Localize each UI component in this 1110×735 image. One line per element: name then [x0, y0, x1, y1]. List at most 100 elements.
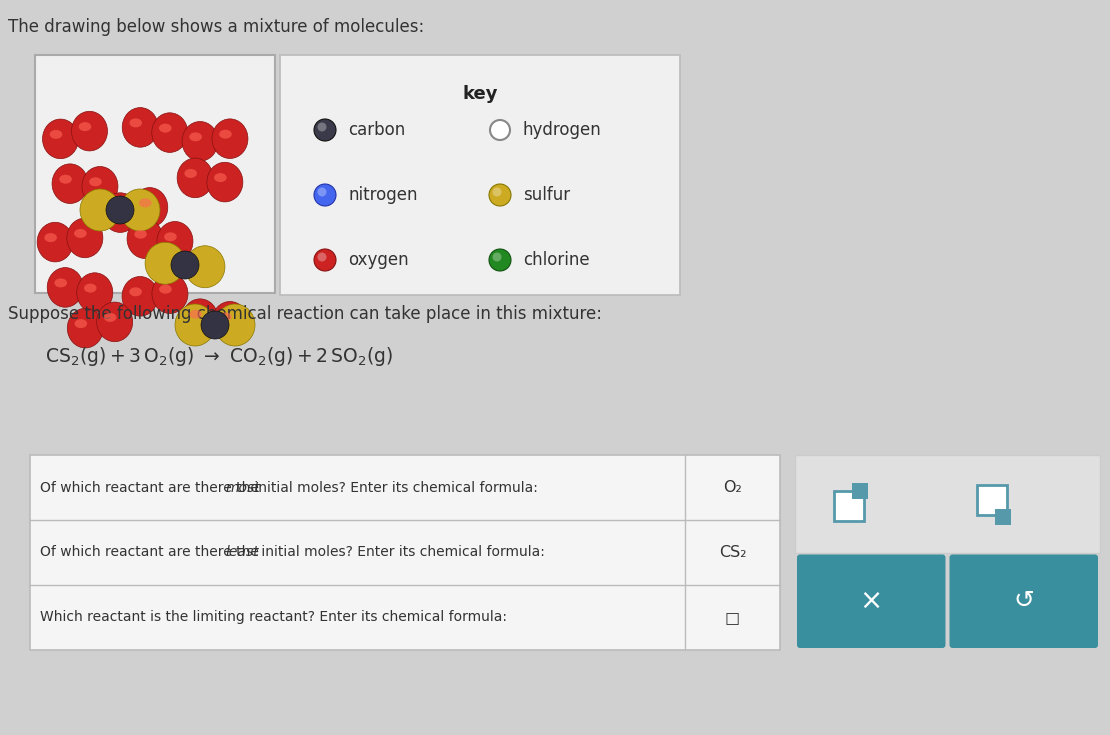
Ellipse shape	[157, 221, 193, 261]
Ellipse shape	[145, 243, 185, 284]
Ellipse shape	[178, 158, 213, 198]
Ellipse shape	[182, 299, 218, 339]
Ellipse shape	[164, 232, 176, 241]
Ellipse shape	[190, 309, 202, 319]
Ellipse shape	[219, 312, 232, 321]
Ellipse shape	[74, 229, 87, 238]
Text: ↺: ↺	[1013, 589, 1035, 613]
Ellipse shape	[212, 119, 248, 159]
Text: Which reactant is the limiting reactant? Enter its chemical formula:: Which reactant is the limiting reactant?…	[40, 611, 507, 625]
Ellipse shape	[89, 177, 102, 186]
FancyBboxPatch shape	[977, 485, 1007, 514]
Text: □: □	[725, 610, 740, 625]
Circle shape	[317, 187, 326, 196]
Circle shape	[317, 123, 326, 132]
Text: Of which reactant are there the: Of which reactant are there the	[40, 545, 263, 559]
Text: oxygen: oxygen	[349, 251, 408, 269]
FancyBboxPatch shape	[36, 55, 275, 293]
Text: ×: ×	[859, 587, 882, 615]
Ellipse shape	[132, 187, 168, 227]
Text: CS₂: CS₂	[719, 545, 746, 560]
Text: initial moles? Enter its chemical formula:: initial moles? Enter its chemical formul…	[256, 545, 545, 559]
FancyBboxPatch shape	[949, 554, 1098, 648]
Text: The drawing below shows a mixture of molecules:: The drawing below shows a mixture of mol…	[8, 18, 424, 36]
Circle shape	[490, 184, 511, 206]
FancyBboxPatch shape	[30, 455, 780, 650]
Ellipse shape	[122, 276, 158, 316]
Ellipse shape	[185, 245, 225, 287]
Text: $\mathsf{CS_2(g)+3\,O_2(g)\ {\rightarrow}\ CO_2(g)+2\,SO_2(g)}$: $\mathsf{CS_2(g)+3\,O_2(g)\ {\rightarrow…	[46, 345, 393, 368]
Ellipse shape	[71, 111, 108, 151]
FancyBboxPatch shape	[995, 509, 1010, 525]
Ellipse shape	[59, 175, 72, 184]
Circle shape	[314, 184, 336, 206]
Circle shape	[493, 187, 502, 196]
Ellipse shape	[79, 122, 91, 131]
Ellipse shape	[130, 118, 142, 127]
Ellipse shape	[134, 230, 147, 239]
Ellipse shape	[104, 313, 117, 322]
Ellipse shape	[159, 284, 172, 294]
FancyBboxPatch shape	[834, 491, 864, 521]
Ellipse shape	[206, 162, 243, 202]
Ellipse shape	[52, 164, 88, 204]
Ellipse shape	[120, 189, 160, 231]
Ellipse shape	[152, 274, 188, 314]
Circle shape	[314, 249, 336, 271]
Circle shape	[493, 253, 502, 262]
Text: O₂: O₂	[723, 480, 741, 495]
Ellipse shape	[67, 218, 103, 258]
FancyBboxPatch shape	[797, 554, 946, 648]
Ellipse shape	[175, 304, 215, 346]
Ellipse shape	[82, 167, 118, 206]
Ellipse shape	[77, 273, 113, 312]
Text: least: least	[225, 545, 260, 559]
Ellipse shape	[42, 119, 79, 159]
Ellipse shape	[190, 132, 202, 141]
Ellipse shape	[215, 304, 255, 346]
FancyBboxPatch shape	[795, 455, 1100, 553]
Text: most: most	[225, 481, 261, 495]
Ellipse shape	[159, 123, 172, 132]
Ellipse shape	[152, 112, 188, 152]
Ellipse shape	[37, 222, 73, 262]
Ellipse shape	[129, 287, 142, 296]
Text: initial moles? Enter its chemical formula:: initial moles? Enter its chemical formul…	[251, 481, 538, 495]
Ellipse shape	[122, 107, 159, 147]
Text: nitrogen: nitrogen	[349, 186, 417, 204]
Circle shape	[314, 119, 336, 141]
Text: hydrogen: hydrogen	[523, 121, 602, 139]
Ellipse shape	[201, 311, 229, 339]
Ellipse shape	[184, 169, 196, 178]
Ellipse shape	[54, 279, 67, 287]
Ellipse shape	[44, 233, 57, 242]
Ellipse shape	[105, 196, 134, 224]
Circle shape	[490, 249, 511, 271]
Ellipse shape	[84, 284, 97, 293]
Circle shape	[317, 253, 326, 262]
Circle shape	[490, 120, 509, 140]
FancyBboxPatch shape	[852, 483, 868, 499]
Text: Of which reactant are there the: Of which reactant are there the	[40, 481, 263, 495]
Ellipse shape	[219, 129, 232, 139]
Ellipse shape	[182, 121, 218, 161]
Ellipse shape	[80, 189, 120, 231]
Text: chlorine: chlorine	[523, 251, 589, 269]
Ellipse shape	[74, 319, 87, 328]
Text: carbon: carbon	[349, 121, 405, 139]
Ellipse shape	[110, 204, 122, 212]
Text: key: key	[462, 85, 497, 103]
Ellipse shape	[127, 219, 163, 259]
Text: Suppose the following chemical reaction can take place in this mixture:: Suppose the following chemical reaction …	[8, 305, 602, 323]
Ellipse shape	[68, 308, 103, 348]
Ellipse shape	[212, 301, 248, 341]
Ellipse shape	[214, 173, 226, 182]
Text: sulfur: sulfur	[523, 186, 571, 204]
Ellipse shape	[48, 268, 83, 307]
Ellipse shape	[97, 302, 133, 342]
Ellipse shape	[102, 193, 139, 232]
FancyBboxPatch shape	[280, 55, 680, 295]
Ellipse shape	[139, 198, 152, 207]
Ellipse shape	[50, 130, 62, 139]
Ellipse shape	[171, 251, 199, 279]
